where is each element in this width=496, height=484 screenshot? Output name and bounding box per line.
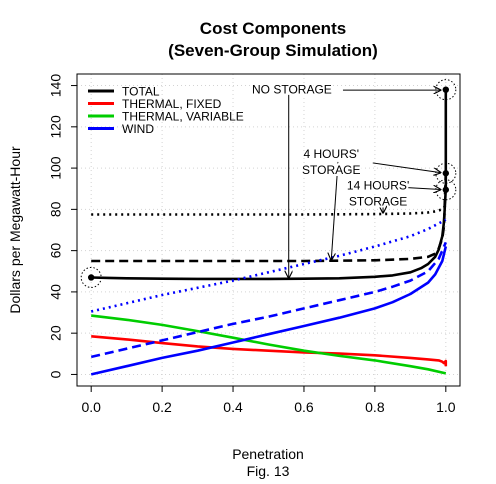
x-tick-label: 0.0 bbox=[81, 399, 101, 415]
4h-storage-right-arrow bbox=[372, 162, 441, 173]
data-point bbox=[442, 86, 450, 93]
legend-label: TOTAL bbox=[122, 85, 160, 99]
y-tick-label: 60 bbox=[48, 243, 64, 259]
y-tick-label: 140 bbox=[48, 74, 64, 98]
series-thermal_variable-none-line bbox=[91, 314, 447, 375]
annotation-layer: NO STORAGE 4 HOURS' STORAGE 14 HOURS' STORAG… bbox=[250, 81, 441, 278]
x-axis-label: Penetration bbox=[232, 446, 304, 462]
series-layer bbox=[90, 89, 448, 376]
highlight-circle bbox=[80, 266, 102, 288]
chart-title: Cost Components bbox=[200, 19, 346, 38]
series-total-none-line bbox=[91, 89, 448, 281]
x-tick-label: 0.8 bbox=[365, 399, 385, 415]
series-wind-4h-line bbox=[90, 241, 447, 359]
highlight-circle bbox=[435, 162, 457, 184]
y-axis-label: Dollars per Megawatt-Hour bbox=[7, 146, 23, 314]
y-axis: 0 20 40 60 80 100 120 140 bbox=[48, 74, 78, 378]
x-tick-label: 0.4 bbox=[223, 399, 243, 415]
highlight-circle bbox=[435, 79, 457, 101]
series-thermal_fixed-none-line bbox=[91, 335, 448, 367]
data-point bbox=[442, 186, 450, 193]
series-wind-none-line bbox=[90, 246, 448, 376]
data-point bbox=[87, 274, 95, 281]
y-tick-label: 80 bbox=[48, 201, 64, 217]
legend-label: THERMAL, VARIABLE bbox=[122, 110, 244, 124]
figure-caption: Fig. 13 bbox=[247, 463, 290, 479]
14-hours-storage-label: 14 HOURS' bbox=[347, 179, 409, 193]
14-hours-storage-label: STORAGE bbox=[349, 195, 407, 209]
4h-storage-down-arrow bbox=[331, 161, 339, 260]
x-axis: 0.0 0.2 0.4 0.6 0.8 1.0 bbox=[81, 385, 456, 415]
highlight-circle bbox=[435, 179, 457, 201]
series-wind-14h-line bbox=[90, 218, 447, 313]
legend-label: WIND bbox=[122, 122, 154, 136]
series-total-14h-line bbox=[91, 204, 447, 216]
y-tick-label: 100 bbox=[48, 156, 64, 180]
4-hours-storage-label: STORAGE bbox=[302, 163, 360, 177]
x-tick-label: 0.2 bbox=[152, 399, 172, 415]
14h-storage-right-arrow bbox=[383, 186, 440, 189]
y-tick-label: 20 bbox=[48, 325, 64, 341]
4-hours-storage-label: 4 HOURS' bbox=[303, 147, 359, 161]
y-tick-label: 0 bbox=[48, 370, 64, 378]
x-tick-label: 0.6 bbox=[294, 399, 314, 415]
x-tick-label: 1.0 bbox=[436, 399, 456, 415]
chart-subtitle: (Seven-Group Simulation) bbox=[168, 41, 378, 60]
y-tick-label: 40 bbox=[48, 284, 64, 300]
no-storage-label: NO STORAGE bbox=[252, 83, 332, 97]
points-layer bbox=[80, 79, 457, 288]
legend-label: THERMAL, FIXED bbox=[122, 97, 222, 111]
series-total-4h-line bbox=[91, 172, 448, 263]
y-tick-label: 120 bbox=[48, 115, 64, 139]
data-point bbox=[442, 170, 450, 177]
